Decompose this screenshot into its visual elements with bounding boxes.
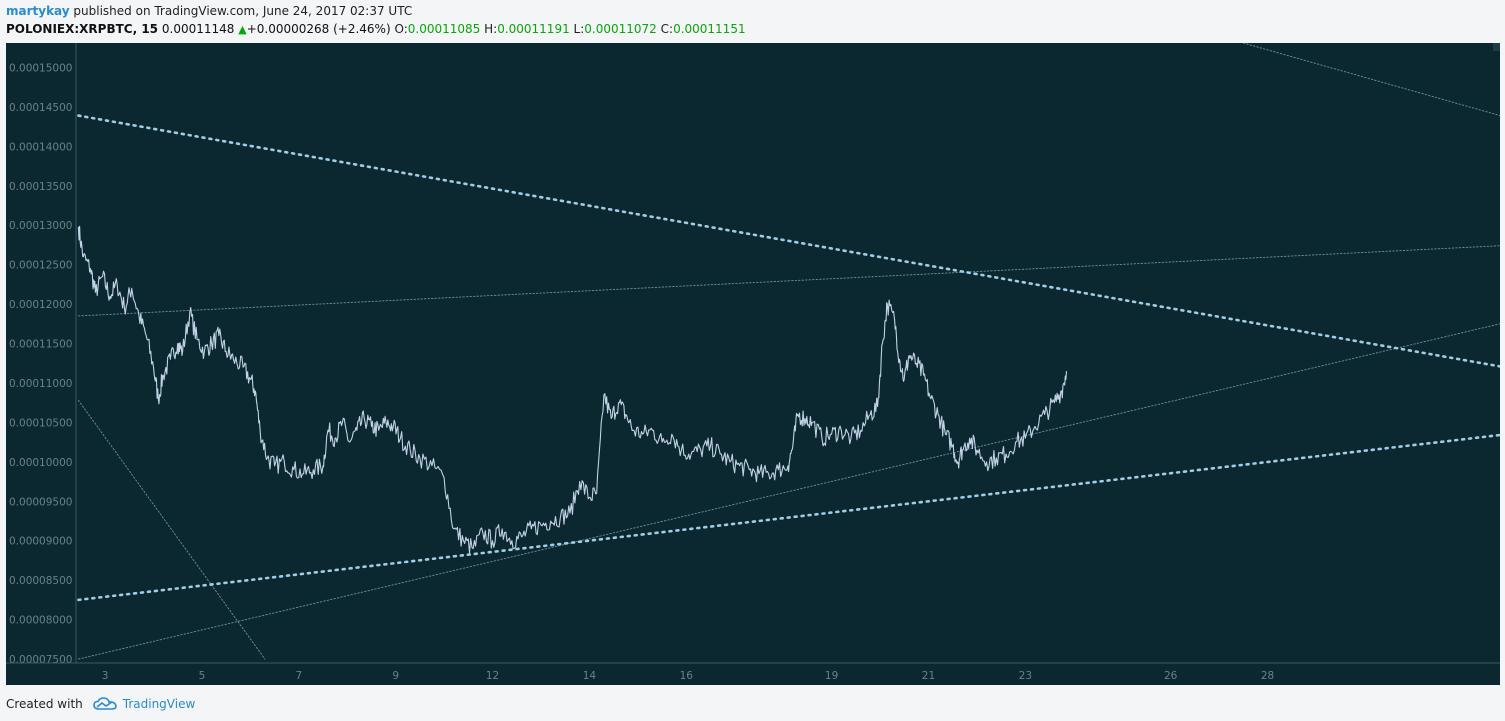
price-axis: 0.00015000 0.00014500 0.00014000 0.00013500… <box>9 43 77 666</box>
x-tick-label: 7 <box>295 670 302 682</box>
y-tick-label: 0.00015000 <box>9 62 72 74</box>
author-link[interactable]: martykay <box>6 4 70 18</box>
created-with-label: Created with <box>6 697 83 711</box>
trendline-4[interactable] <box>77 323 1500 660</box>
tradingview-brand-link[interactable]: TradingView <box>122 697 196 711</box>
y-tick-label: 0.00009000 <box>9 536 72 548</box>
y-tick-label: 0.00007500 <box>9 654 72 666</box>
open-value: 0.00011085 <box>407 22 481 36</box>
x-tick-label: 14 <box>583 670 597 682</box>
scroll-handle[interactable] <box>1493 43 1500 51</box>
y-tick-label: 0.00008000 <box>9 615 72 627</box>
ohlc-line: POLONIEX:XRPBTC, 15 0.00011148 ▲+0.00000… <box>6 20 1499 39</box>
last-price: 0.00011148 <box>161 22 235 36</box>
publish-info: published on TradingView.com, June 24, 2… <box>69 4 413 18</box>
x-tick-label: 21 <box>922 670 935 682</box>
trendlines <box>77 43 1500 660</box>
x-tick-label: 12 <box>486 670 499 682</box>
price-series <box>77 225 1068 554</box>
y-tick-label: 0.00012500 <box>9 260 72 272</box>
y-tick-label: 0.00011000 <box>9 378 72 390</box>
price-change: +0.00000268 (+2.46%) <box>246 22 391 36</box>
y-tick-label: 0.00009500 <box>9 496 72 508</box>
x-tick-label: 28 <box>1261 670 1274 682</box>
y-tick-label: 0.00010500 <box>9 417 72 429</box>
y-tick-label: 0.00013500 <box>9 181 72 193</box>
trendline-2[interactable] <box>77 433 1500 602</box>
high-value: 0.00011191 <box>497 22 570 36</box>
y-tick-label: 0.00010000 <box>9 457 72 469</box>
close-label: C: <box>660 22 674 36</box>
price-chart[interactable]: 0.00015000 0.00014500 0.00014000 0.00013500… <box>6 43 1500 685</box>
price-line <box>77 225 1068 554</box>
trendline-3[interactable] <box>77 245 1500 317</box>
symbol-label: POLONIEX:XRPBTC, 15 <box>6 22 159 36</box>
trendline-5[interactable] <box>77 399 266 660</box>
time-axis: 3 5 7 9 12 14 16 19 21 23 26 28 <box>6 43 1500 682</box>
trendline-6[interactable] <box>1242 43 1500 117</box>
x-tick-label: 9 <box>392 670 399 682</box>
footer: Created with TradingView <box>6 694 195 714</box>
publish-line: martykay published on TradingView.com, J… <box>6 3 1499 20</box>
trendline-1[interactable] <box>77 114 1500 368</box>
chart-area[interactable]: 0.00015000 0.00014500 0.00014000 0.00013500… <box>6 43 1500 685</box>
up-arrow-icon: ▲ <box>238 23 247 36</box>
y-tick-label: 0.00014000 <box>9 141 72 153</box>
low-value: 0.00011072 <box>584 22 657 36</box>
open-label: O: <box>394 22 408 36</box>
y-tick-label: 0.00008500 <box>9 575 72 587</box>
tradingview-cloud-icon[interactable] <box>92 697 117 711</box>
x-tick-label: 16 <box>680 670 694 682</box>
low-label: L: <box>573 22 585 36</box>
x-tick-label: 5 <box>199 670 206 682</box>
y-tick-label: 0.00014500 <box>9 102 72 114</box>
x-tick-label: 26 <box>1164 670 1178 682</box>
high-label: H: <box>484 22 498 36</box>
close-value: 0.00011151 <box>673 22 746 36</box>
y-tick-label: 0.00011500 <box>9 339 72 351</box>
y-tick-label: 0.00012000 <box>9 299 72 311</box>
x-tick-label: 3 <box>102 670 109 682</box>
x-tick-label: 23 <box>1019 670 1032 682</box>
x-tick-label: 19 <box>825 670 838 682</box>
y-tick-label: 0.00013000 <box>9 220 72 232</box>
chart-header: martykay published on TradingView.com, J… <box>6 3 1499 41</box>
